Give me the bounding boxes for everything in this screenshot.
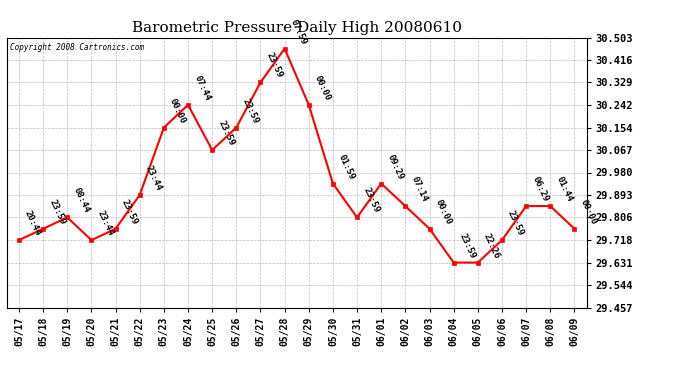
Text: 09:29: 09:29 (386, 153, 405, 181)
Text: 23:59: 23:59 (120, 198, 139, 226)
Text: 00:00: 00:00 (434, 198, 453, 226)
Text: 23:59: 23:59 (506, 209, 526, 237)
Text: 23:59: 23:59 (458, 232, 477, 260)
Text: 01:44: 01:44 (555, 175, 574, 203)
Text: 07:59: 07:59 (289, 18, 308, 46)
Text: 23:59: 23:59 (265, 51, 284, 80)
Text: 23:59: 23:59 (362, 186, 381, 214)
Text: 23:59: 23:59 (217, 119, 236, 147)
Text: 00:00: 00:00 (313, 74, 333, 102)
Text: 00:00: 00:00 (168, 97, 188, 125)
Text: 22:26: 22:26 (482, 232, 502, 260)
Text: 06:29: 06:29 (531, 175, 550, 203)
Text: 07:44: 07:44 (193, 74, 212, 102)
Text: 07:14: 07:14 (410, 175, 429, 203)
Title: Barometric Pressure Daily High 20080610: Barometric Pressure Daily High 20080610 (132, 21, 462, 35)
Text: 08:44: 08:44 (72, 186, 91, 214)
Text: 01:59: 01:59 (337, 153, 357, 181)
Text: 23:59: 23:59 (48, 198, 67, 226)
Text: 23:59: 23:59 (241, 97, 260, 125)
Text: 00:00: 00:00 (579, 198, 598, 226)
Text: 20:44: 20:44 (23, 209, 43, 237)
Text: 23:44: 23:44 (144, 164, 164, 192)
Text: Copyright 2008 Cartronics.com: Copyright 2008 Cartronics.com (10, 43, 144, 52)
Text: 23:44: 23:44 (96, 209, 115, 237)
